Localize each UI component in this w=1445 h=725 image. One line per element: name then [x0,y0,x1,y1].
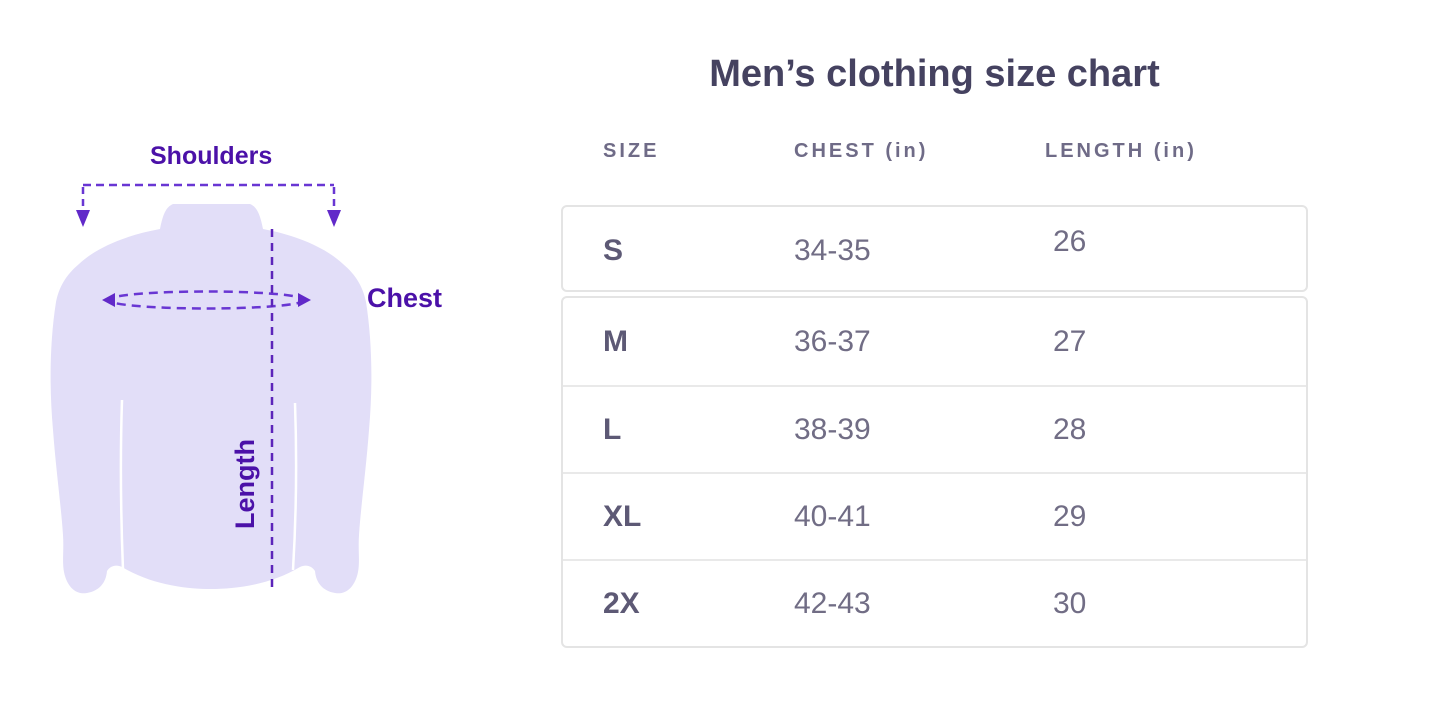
chest-arrow-left-icon [102,293,115,307]
sleeve-crease-right [291,402,298,571]
shoulders-label: Shoulders [150,142,273,170]
size-value: XL [603,499,642,533]
length-value: 30 [1053,586,1087,620]
length-value: 26 [1053,224,1087,258]
size-table-row-group-first: S 34-35 26 [561,205,1308,292]
length-value: 28 [1053,412,1087,446]
shirt-silhouette [50,204,372,594]
chest-value: 34-35 [794,233,871,267]
size-value: 2X [603,586,640,620]
length-value: 29 [1053,499,1087,533]
chest-measure-ellipse [102,290,311,310]
sleeve-crease-left [119,399,125,571]
table-row: S 34-35 26 [563,207,1306,294]
page-title: Men’s clothing size chart [709,53,1160,95]
chest-value: 40-41 [794,499,871,533]
chest-value: 42-43 [794,586,871,620]
size-value: M [603,324,628,358]
chest-arrow-right-icon [298,293,311,307]
length-value: 27 [1053,324,1087,358]
chest-value: 38-39 [794,412,871,446]
shirt-back-illustration [50,183,372,594]
table-row: M 36-37 27 [563,298,1306,385]
arrowhead-right-icon [327,210,341,227]
chest-value: 36-37 [794,324,871,358]
measurement-diagram: Shoulders Chest Length [0,0,520,725]
arrowhead-left-icon [76,210,90,227]
table-row: XL 40-41 29 [563,472,1306,559]
size-table-row-group-rest: M 36-37 27 L 38-39 28 XL 40-41 29 2X 42-… [561,296,1308,648]
column-header-chest: CHEST (in) [794,140,929,162]
column-header-length: LENGTH (in) [1045,140,1197,162]
chest-label: Chest [367,283,443,313]
shoulders-measure-arrow [81,183,336,206]
size-value: S [603,233,624,267]
column-header-size: SIZE [603,140,660,162]
table-row: L 38-39 28 [563,385,1306,472]
table-row: 2X 42-43 30 [563,559,1306,646]
size-value: L [603,412,622,446]
length-label: Length [230,439,260,529]
